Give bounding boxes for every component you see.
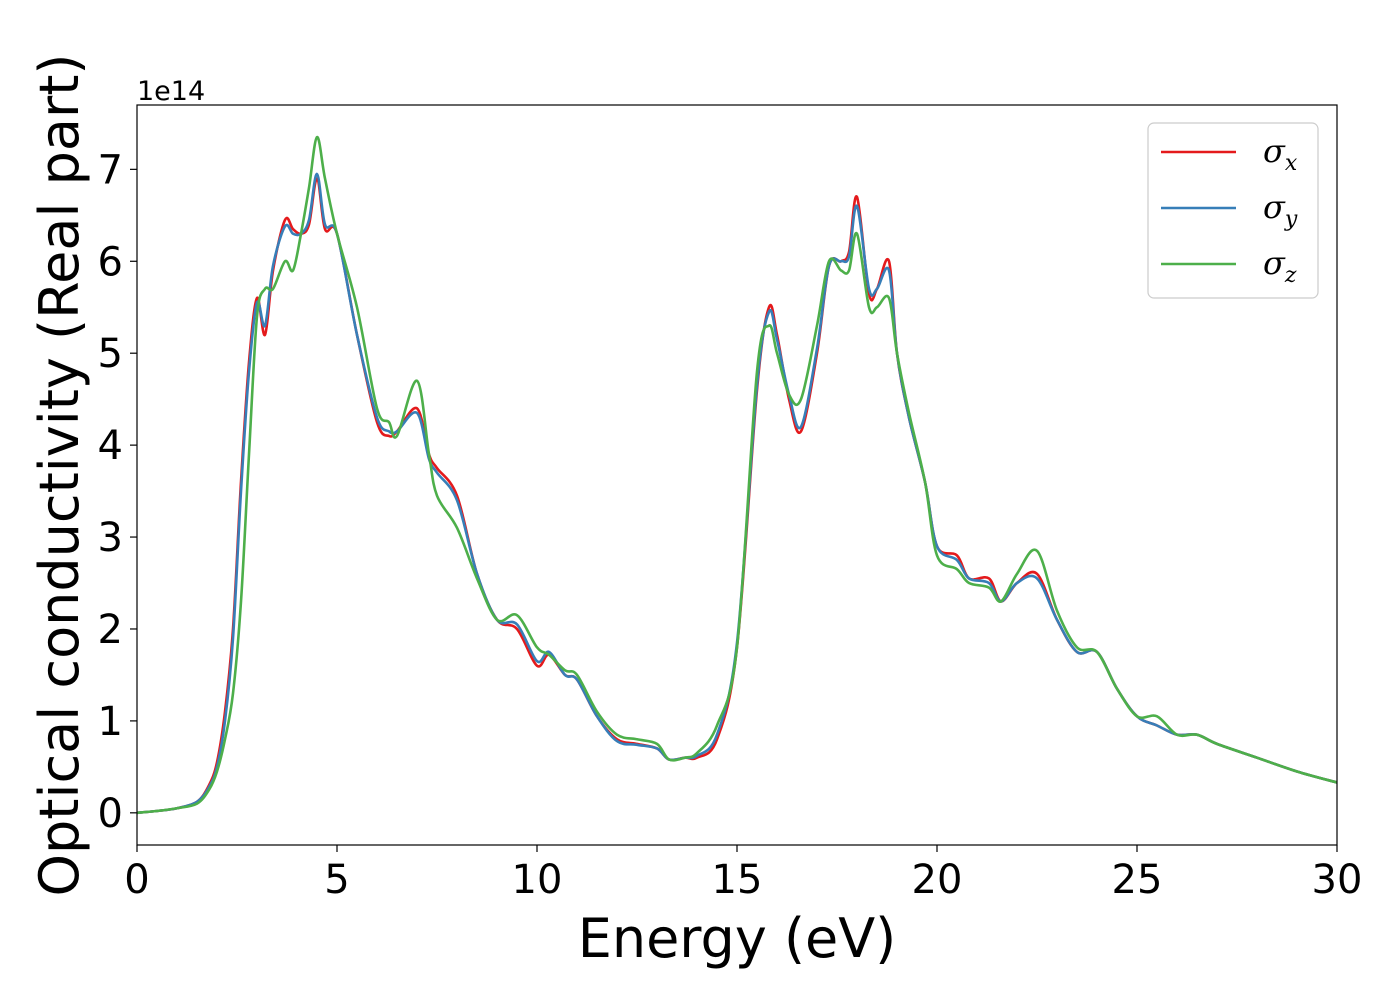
- y-tick-label: 2: [98, 607, 123, 653]
- x-axis: 0 5 10 15 20 25 30: [124, 845, 1362, 903]
- x-axis-title: Energy (eV): [578, 907, 897, 970]
- y-tick-label: 7: [98, 147, 123, 193]
- legend: σx σy σz: [1147, 122, 1319, 299]
- legend-label-z: σz: [1263, 244, 1297, 288]
- y-offset-label: 1e14: [137, 76, 205, 107]
- x-tick-label: 15: [712, 857, 763, 903]
- y-tick-label: 3: [98, 515, 123, 561]
- y-axis-title: Optical conductivity (Real part): [28, 54, 91, 897]
- legend-box: [1147, 122, 1319, 299]
- x-tick-label: 10: [512, 857, 563, 903]
- series-layer: [136, 135, 1338, 815]
- x-tick-label: 30: [1312, 857, 1363, 903]
- x-tick-label: 0: [124, 857, 149, 903]
- x-tick-label: 5: [324, 857, 349, 903]
- x-tick-label: 20: [912, 857, 963, 903]
- legend-label-y: σy: [1263, 188, 1298, 232]
- legend-label-x: σx: [1263, 132, 1298, 176]
- y-axis: 0 1 2 3 4 5 6 7: [98, 147, 137, 837]
- series-line-z: [136, 135, 1338, 815]
- y-tick-label: 4: [98, 423, 123, 469]
- y-tick-label: 0: [98, 791, 123, 837]
- x-tick-label: 25: [1112, 857, 1163, 903]
- y-tick-label: 6: [98, 239, 123, 285]
- y-tick-label: 5: [98, 331, 123, 377]
- y-tick-label: 1: [98, 699, 123, 745]
